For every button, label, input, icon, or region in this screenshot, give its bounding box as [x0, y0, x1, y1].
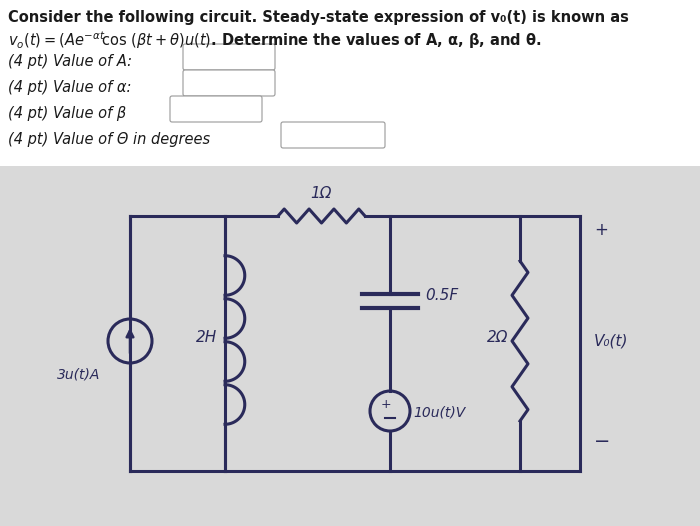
- FancyBboxPatch shape: [183, 70, 275, 96]
- Text: V₀(t): V₀(t): [594, 333, 629, 349]
- Text: 10u(t)V: 10u(t)V: [413, 406, 466, 420]
- Text: +: +: [381, 398, 391, 410]
- Text: Consider the following circuit. Steady-state expression of v₀(t) is known as: Consider the following circuit. Steady-s…: [8, 10, 629, 25]
- Text: $v_o(t) = (Ae^{-\alpha t}\!\cos\,(\beta t + \theta)u(t)$. Determine the values o: $v_o(t) = (Ae^{-\alpha t}\!\cos\,(\beta …: [8, 29, 541, 50]
- Text: 2H: 2H: [196, 330, 217, 346]
- Text: (4 pt) Value of β: (4 pt) Value of β: [8, 106, 126, 121]
- Text: (4 pt) Value of α:: (4 pt) Value of α:: [8, 80, 132, 95]
- Text: 3u(t)A: 3u(t)A: [57, 368, 100, 382]
- FancyBboxPatch shape: [281, 122, 385, 148]
- Bar: [0, 166, 700, 526]
- FancyBboxPatch shape: [183, 44, 275, 70]
- Text: +: +: [594, 221, 608, 239]
- Text: 1Ω: 1Ω: [310, 186, 332, 201]
- Text: −: −: [594, 431, 610, 450]
- Text: 2Ω: 2Ω: [486, 330, 508, 346]
- FancyBboxPatch shape: [170, 96, 262, 122]
- Text: 0.5F: 0.5F: [425, 288, 458, 304]
- Text: (4 pt) Value of A:: (4 pt) Value of A:: [8, 54, 132, 69]
- Text: (4 pt) Value of Θ in degrees: (4 pt) Value of Θ in degrees: [8, 132, 210, 147]
